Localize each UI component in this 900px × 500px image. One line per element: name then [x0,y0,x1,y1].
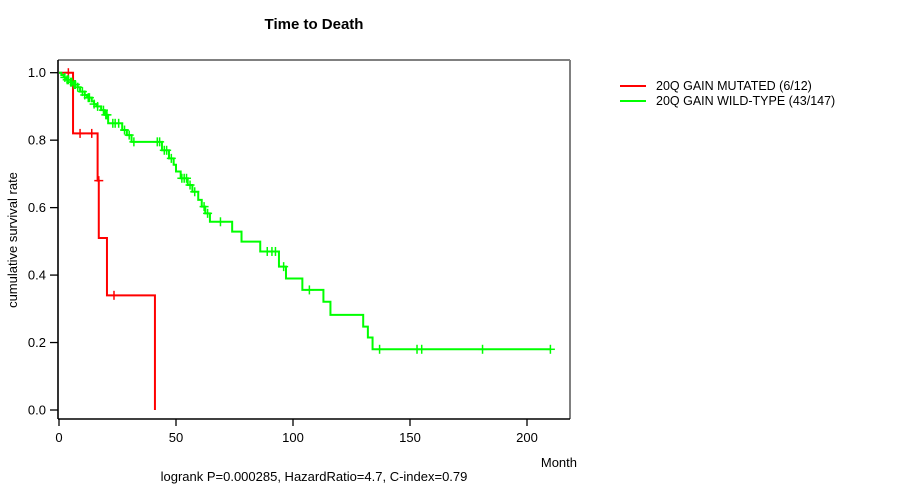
y-tick-label: 0.4 [28,268,46,283]
x-tick-label: 50 [169,430,183,445]
x-tick-label: 200 [516,430,538,445]
x-axis-label: Month [540,455,577,470]
y-tick-label: 1.0 [28,65,46,80]
legend-item-wildtype: 20Q GAIN WILD-TYPE (43/147) [620,93,835,108]
legend-label-mutated: 20Q GAIN MUTATED (6/12) [656,78,812,93]
y-tick-label: 0.8 [28,133,46,148]
y-tick-label: 0.6 [28,200,46,215]
chart-title: Time to Death [264,16,364,33]
stats-footer: logrank P=0.000285, HazardRatio=4.7, C-i… [160,469,468,484]
legend-item-mutated: 20Q GAIN MUTATED (6/12) [620,78,835,93]
x-tick-label: 0 [55,430,62,445]
survival-curve-0 [59,71,156,410]
survival-curve-1 [59,71,551,351]
legend: 20Q GAIN MUTATED (6/12) 20Q GAIN WILD-TY… [620,78,835,108]
mutated-line-swatch [620,84,646,87]
x-tick-label: 100 [282,430,304,445]
wildtype-line-swatch [620,99,646,102]
y-tick-label: 0.2 [28,335,46,350]
x-tick-label: 150 [399,430,421,445]
y-tick-label: 0.0 [28,403,46,418]
legend-label-wildtype: 20Q GAIN WILD-TYPE (43/147) [656,93,836,108]
